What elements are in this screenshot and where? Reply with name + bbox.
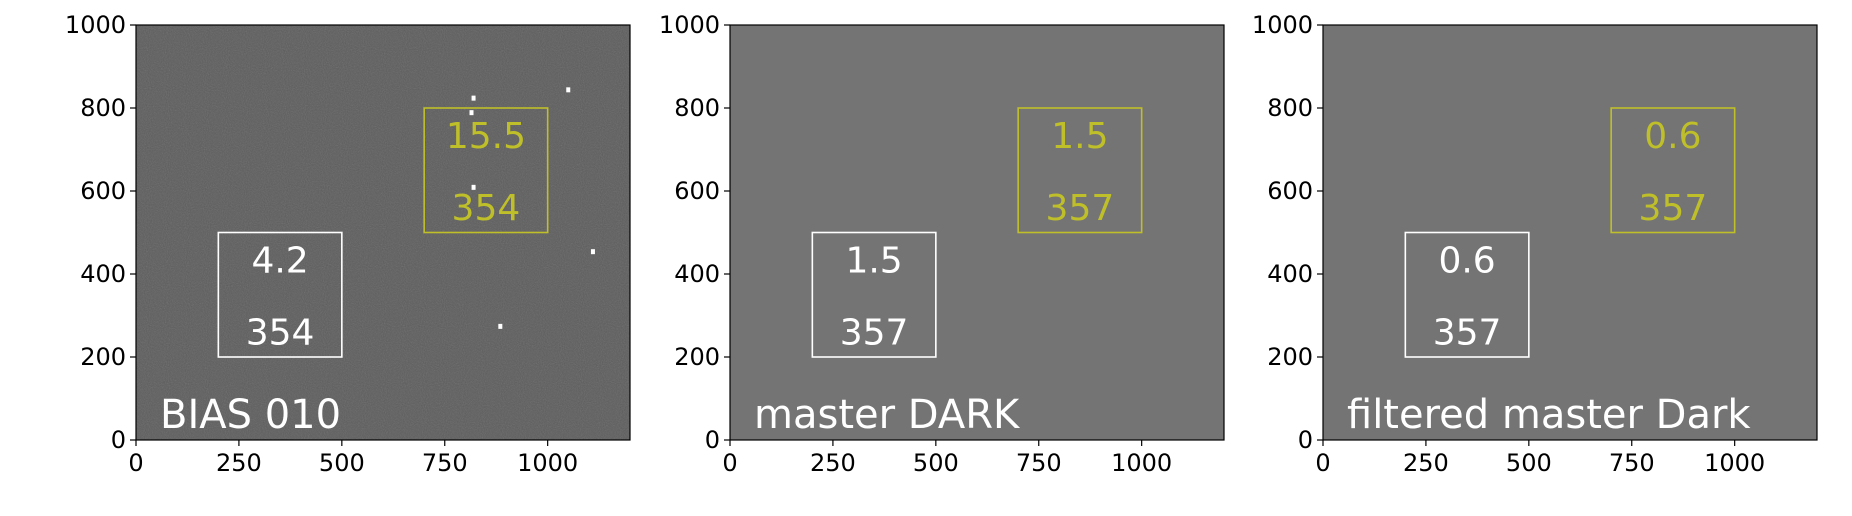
x-tick-label: 750 xyxy=(1016,449,1062,477)
region-box xyxy=(217,231,343,358)
region-count-label: 357 xyxy=(840,313,909,354)
x-tick-label: 0 xyxy=(722,449,737,477)
axes-frame xyxy=(729,24,1225,441)
y-tick-label: 200 xyxy=(674,343,720,371)
hot-pixel xyxy=(566,87,571,93)
x-tick-label: 500 xyxy=(319,449,365,477)
x-tick-label: 0 xyxy=(1315,449,1330,477)
x-tick-label: 750 xyxy=(422,449,468,477)
panel-1: 4.2 354 15.5 354 BIAS 010 0 250 500 750 1000 0 200 4… xyxy=(65,11,631,477)
y-tick-label: 600 xyxy=(80,177,126,205)
y-tick-label: 800 xyxy=(80,94,126,122)
region-mean-label: 15.5 xyxy=(446,116,526,157)
hot-pixel xyxy=(590,249,595,255)
region-count-label: 354 xyxy=(452,188,521,229)
hot-pixel xyxy=(471,184,476,190)
y-tick-label: 600 xyxy=(1267,177,1313,205)
y-tick-label: 1000 xyxy=(1252,11,1313,39)
region-box xyxy=(423,107,549,234)
region-mean-label: 4.2 xyxy=(251,241,308,282)
image-background xyxy=(1323,25,1817,440)
x-tick-label: 0 xyxy=(128,449,143,477)
x-tick-label: 500 xyxy=(913,449,959,477)
image-noise xyxy=(136,25,630,440)
region-mean-label: 1.5 xyxy=(1051,116,1108,157)
y-tick-label: 200 xyxy=(80,343,126,371)
image-background xyxy=(730,25,1224,440)
y-tick-label: 800 xyxy=(674,94,720,122)
hot-pixel xyxy=(498,323,503,329)
region-count-label: 357 xyxy=(1639,188,1708,229)
y-tick-label: 200 xyxy=(1267,343,1313,371)
region-count-label: 357 xyxy=(1046,188,1115,229)
region-count-label: 354 xyxy=(246,313,315,354)
panel-2: 1.5 357 1.5 357 master DARK 0 250 500 750 1000 0 20… xyxy=(659,11,1225,477)
region-box xyxy=(1404,231,1530,358)
y-tick-label: 400 xyxy=(1267,260,1313,288)
x-tick-label: 1000 xyxy=(1704,449,1765,477)
y-tick-label: 600 xyxy=(674,177,720,205)
y-tick-label: 1000 xyxy=(659,11,720,39)
x-tick-label: 250 xyxy=(810,449,856,477)
panel-label: filtered master Dark xyxy=(1347,392,1751,438)
x-tick-label: 250 xyxy=(1403,449,1449,477)
y-tick-label: 800 xyxy=(1267,94,1313,122)
region-mean-label: 0.6 xyxy=(1644,116,1701,157)
y-tick-label: 0 xyxy=(1298,426,1313,454)
hot-pixel xyxy=(469,110,474,116)
y-tick-label: 0 xyxy=(111,426,126,454)
panel-label: master DARK xyxy=(754,392,1021,438)
y-tick-label: 400 xyxy=(674,260,720,288)
y-tick-label: 0 xyxy=(705,426,720,454)
hot-pixel xyxy=(471,95,476,101)
x-tick-label: 1000 xyxy=(517,449,578,477)
panel-label: BIAS 010 xyxy=(160,392,341,438)
y-tick-label: 400 xyxy=(80,260,126,288)
x-tick-label: 1000 xyxy=(1111,449,1172,477)
region-mean-label: 0.6 xyxy=(1438,241,1495,282)
x-tick-label: 750 xyxy=(1609,449,1655,477)
panel-3: 0.6 357 0.6 357 filtered master Dark 0 250 500 7… xyxy=(1252,11,1818,477)
region-box xyxy=(1017,107,1143,234)
region-mean-label: 1.5 xyxy=(845,241,902,282)
axes-frame xyxy=(135,24,631,441)
x-tick-label: 500 xyxy=(1506,449,1552,477)
region-box xyxy=(1610,107,1736,234)
region-count-label: 357 xyxy=(1433,313,1502,354)
x-tick-label: 250 xyxy=(216,449,262,477)
region-box xyxy=(811,231,937,358)
axes-frame xyxy=(1322,24,1818,441)
y-tick-label: 1000 xyxy=(65,11,126,39)
